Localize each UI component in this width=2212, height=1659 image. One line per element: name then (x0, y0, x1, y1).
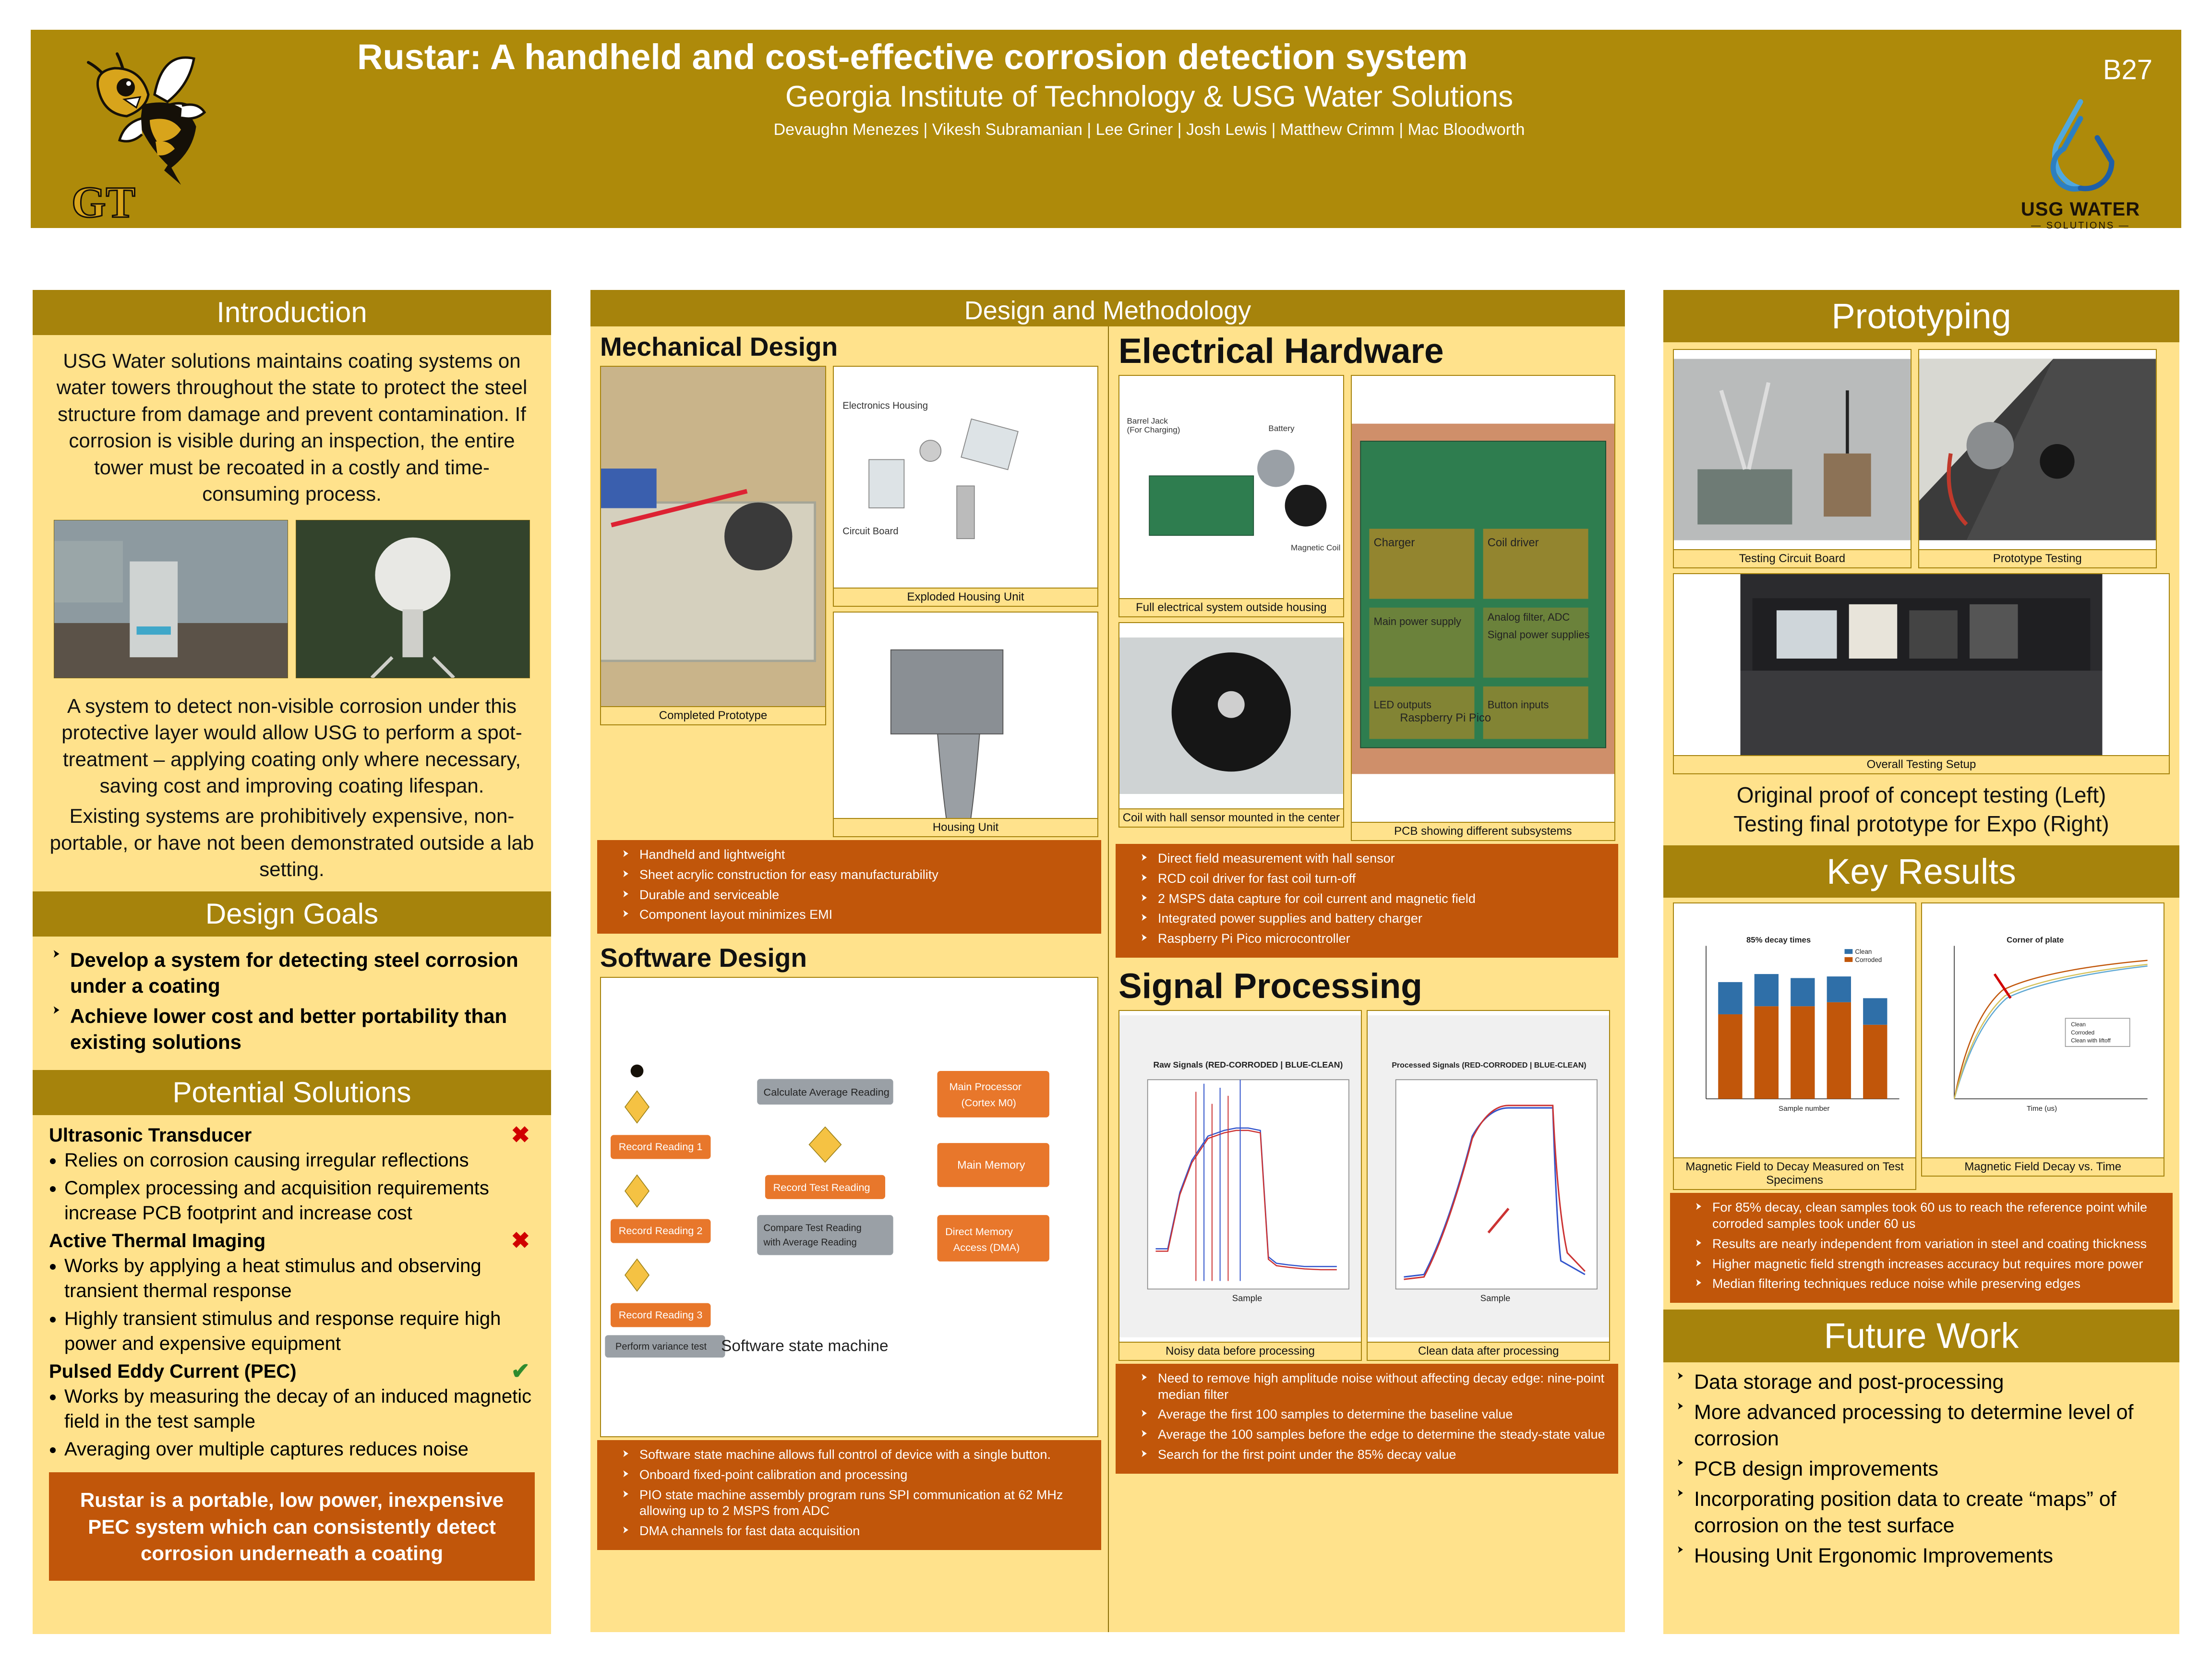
svg-text:Raspberry Pi Pico: Raspberry Pi Pico (1400, 712, 1491, 724)
svg-text:Record Reading 3: Record Reading 3 (619, 1309, 703, 1321)
svg-text:Main power supply: Main power supply (1373, 615, 1461, 627)
svg-text:LED outputs: LED outputs (1373, 699, 1431, 711)
svg-text:(For Charging): (For Charging) (1127, 425, 1180, 434)
svg-text:Record Reading 2: Record Reading 2 (619, 1225, 703, 1237)
svg-text:Time (us): Time (us) (2027, 1105, 2057, 1113)
svg-text:Circuit Board: Circuit Board (842, 526, 898, 537)
svg-text:Coil driver: Coil driver (1487, 537, 1539, 549)
svg-text:Corroded: Corroded (1855, 956, 1882, 963)
svg-text:Corner of plate: Corner of plate (2007, 936, 2064, 945)
svg-text:Software state machine: Software state machine (721, 1337, 888, 1355)
svg-text:Clean: Clean (1855, 949, 1872, 956)
svg-text:Sample: Sample (1232, 1293, 1262, 1303)
svg-text:Magnetic Coil: Magnetic Coil (1291, 543, 1340, 552)
svg-text:Main Processor: Main Processor (949, 1081, 1022, 1093)
svg-text:Battery: Battery (1268, 424, 1295, 433)
svg-text:Corroded: Corroded (2071, 1030, 2094, 1036)
svg-text:Access (DMA): Access (DMA) (953, 1241, 1020, 1253)
svg-text:Sample: Sample (1480, 1293, 1511, 1303)
svg-text:Calculate Average Reading: Calculate Average Reading (764, 1086, 890, 1098)
svg-text:Clean with liftoff: Clean with liftoff (2071, 1038, 2111, 1044)
svg-text:Charger: Charger (1373, 537, 1415, 549)
svg-text:(Cortex M0): (Cortex M0) (961, 1096, 1016, 1108)
svg-text:with Average Reading: with Average Reading (763, 1238, 857, 1248)
svg-text:Raw Signals (RED-CORRODED | BL: Raw Signals (RED-CORRODED | BLUE-CLEAN) (1153, 1060, 1343, 1070)
svg-text:Compare Test Reading: Compare Test Reading (764, 1223, 862, 1234)
svg-text:Button inputs: Button inputs (1487, 699, 1549, 711)
svg-text:Record Reading 1: Record Reading 1 (619, 1141, 703, 1153)
svg-text:Processed Signals (RED-CORRODE: Processed Signals (RED-CORRODED | BLUE-C… (1392, 1061, 1586, 1070)
svg-text:GT: GT (72, 178, 135, 223)
svg-text:85% decay times: 85% decay times (1746, 936, 1811, 945)
svg-text:Barrel Jack: Barrel Jack (1127, 417, 1168, 426)
svg-text:Analog filter, ADC: Analog filter, ADC (1487, 611, 1569, 623)
svg-text:Direct Memory: Direct Memory (945, 1226, 1013, 1238)
svg-text:Record Test Reading: Record Test Reading (773, 1181, 870, 1193)
svg-text:Perform variance test: Perform variance test (615, 1341, 707, 1352)
svg-text:Clean: Clean (2071, 1022, 2086, 1028)
svg-text:Signal power supplies: Signal power supplies (1487, 629, 1589, 641)
svg-text:Electronics Housing: Electronics Housing (842, 400, 928, 411)
svg-text:Main Memory: Main Memory (957, 1158, 1025, 1171)
svg-text:Sample number: Sample number (1779, 1105, 1829, 1113)
